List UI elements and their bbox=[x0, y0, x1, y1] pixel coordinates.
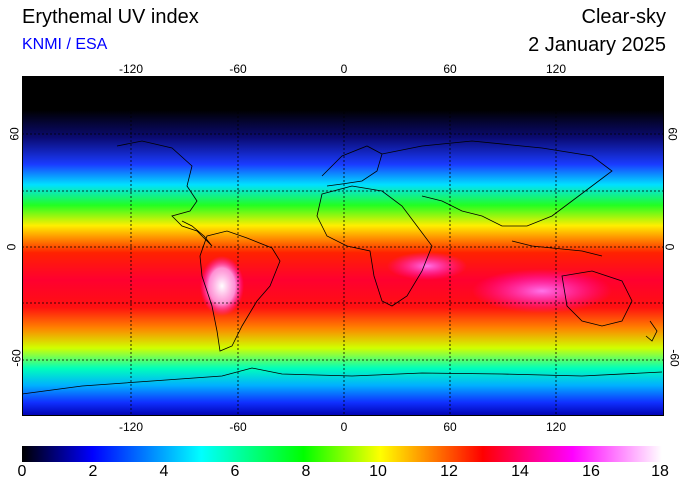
lon-tick-top: -120 bbox=[118, 62, 144, 76]
graticule bbox=[22, 76, 664, 416]
colorbar-tick: 8 bbox=[301, 463, 311, 480]
colorbar-tick: 14 bbox=[511, 463, 529, 480]
lon-tick-bottom: 120 bbox=[545, 420, 567, 434]
colorbar-gradient bbox=[22, 446, 662, 462]
colorbar-tick: 10 bbox=[369, 463, 387, 480]
coastlines bbox=[22, 140, 663, 395]
colorbar-tick: 6 bbox=[230, 463, 240, 480]
lon-tick-bottom: -120 bbox=[118, 420, 144, 434]
coastline-africa bbox=[316, 185, 433, 307]
lon-tick-bottom: -60 bbox=[229, 420, 247, 434]
lat-tick-left: 60 bbox=[7, 127, 22, 141]
lon-tick-top: 0 bbox=[340, 62, 348, 76]
lon-tick-top: 120 bbox=[545, 62, 567, 76]
map-frame bbox=[22, 76, 664, 416]
uv-field bbox=[22, 76, 664, 416]
sky-condition-label: Clear-sky bbox=[581, 6, 666, 28]
uv-hotspot bbox=[472, 269, 612, 313]
colorbar-tick: 18 bbox=[651, 463, 669, 480]
lon-tick-top: -60 bbox=[229, 62, 247, 76]
lat-tick-right: 0 bbox=[662, 243, 677, 251]
colorbar bbox=[22, 446, 662, 462]
lat-tick-right: 60 bbox=[665, 127, 680, 141]
lon-tick-bottom: 0 bbox=[340, 420, 348, 434]
coastline-australia bbox=[561, 270, 633, 327]
coastline-asia bbox=[381, 140, 613, 227]
source-label: KNMI / ESA bbox=[22, 36, 108, 53]
coastline-north-america bbox=[116, 140, 213, 247]
colorbar-tick: 2 bbox=[88, 463, 98, 480]
colorbar-tick: 4 bbox=[159, 463, 169, 480]
uv-index-map bbox=[22, 76, 664, 416]
colorbar-tick: 12 bbox=[440, 463, 458, 480]
uv-hotspot bbox=[387, 252, 467, 280]
colorbar-tick: 0 bbox=[17, 463, 27, 480]
date-label: 2 January 2025 bbox=[528, 34, 666, 56]
coastline-indonesia bbox=[511, 240, 603, 257]
lat-tick-left: 0 bbox=[4, 243, 19, 251]
lon-tick-bottom: 60 bbox=[443, 420, 457, 434]
coastline-south-america bbox=[199, 230, 281, 352]
colorbar-tick: 16 bbox=[582, 463, 600, 480]
coastline-new-zealand bbox=[645, 320, 658, 342]
uv-hotspot bbox=[200, 256, 244, 316]
coastline-europe bbox=[321, 145, 383, 187]
coastline-antarctica bbox=[22, 367, 663, 395]
lon-tick-top: 60 bbox=[443, 62, 457, 76]
map-title: Erythemal UV index bbox=[22, 6, 199, 28]
lat-tick-right: -60 bbox=[667, 349, 682, 367]
